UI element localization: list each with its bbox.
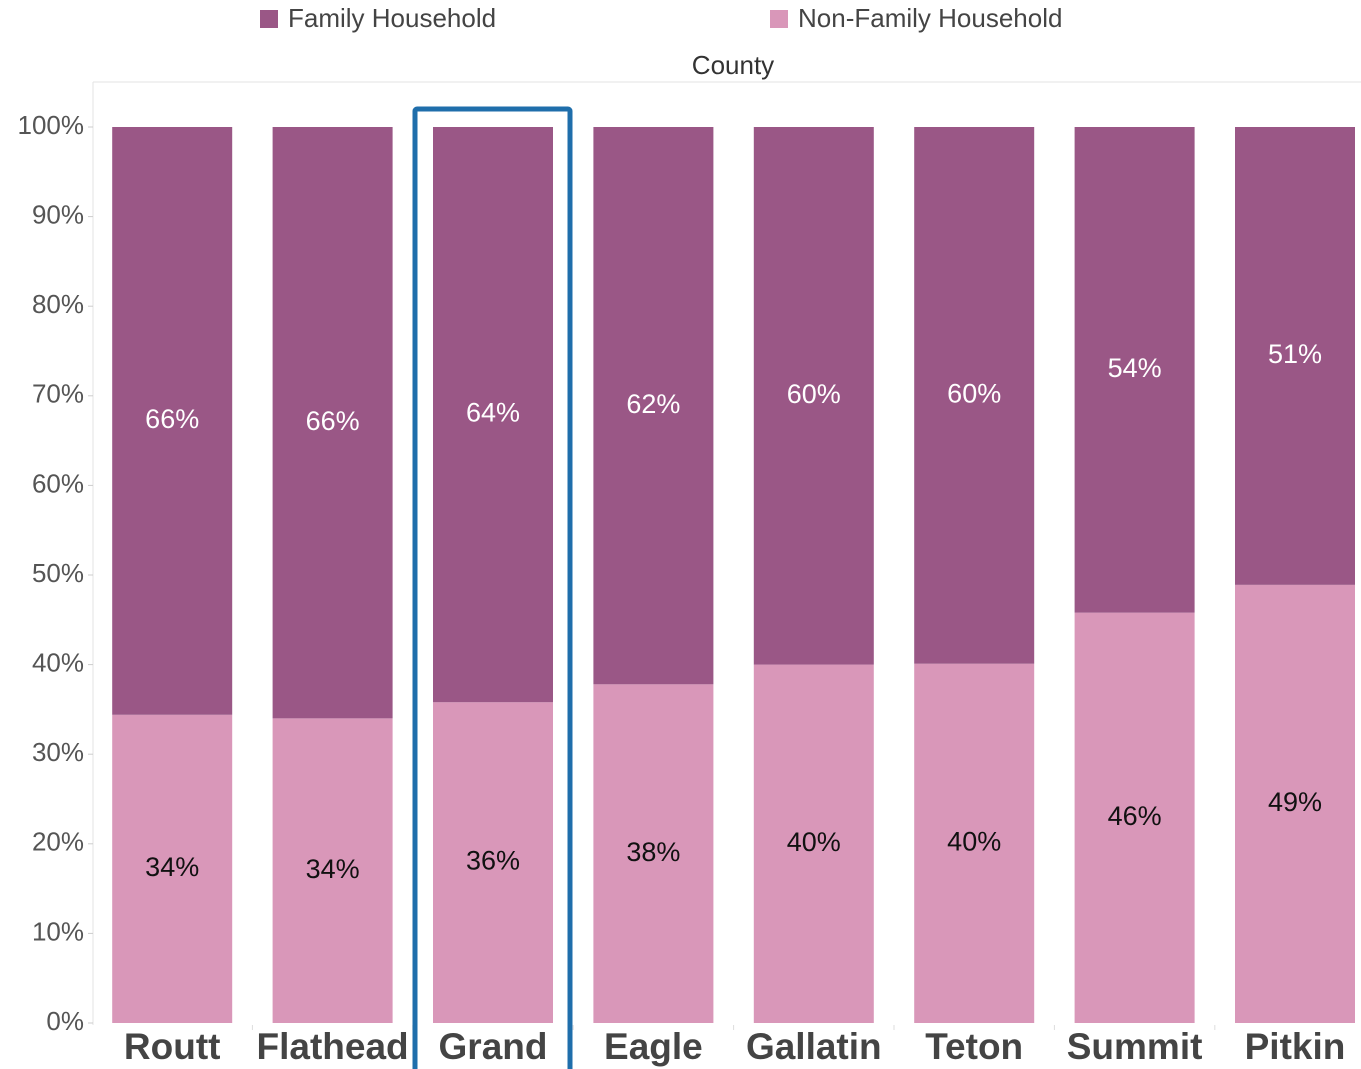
y-tick-label: 30%: [32, 737, 84, 767]
legend-label: Family Household: [288, 3, 496, 33]
bar-segment: [272, 718, 393, 1023]
y-tick-label: 60%: [32, 468, 84, 498]
data-label: 66%: [306, 406, 360, 436]
legend-label: Non-Family Household: [798, 3, 1062, 33]
data-label: 66%: [145, 404, 199, 434]
x-axis-title: County: [692, 50, 774, 80]
data-label: 49%: [1268, 787, 1322, 817]
data-label: 64%: [466, 398, 520, 428]
x-tick-label: Pitkin: [1245, 1026, 1346, 1067]
data-label: 40%: [787, 827, 841, 857]
x-tick-label: Flathead: [257, 1026, 409, 1067]
legend-swatch: [770, 10, 788, 28]
y-tick-label: 40%: [32, 647, 84, 677]
bar-segment: [1235, 584, 1355, 1023]
bar-segment: [914, 127, 1035, 664]
data-label: 38%: [626, 837, 680, 867]
y-tick-label: 10%: [32, 916, 84, 946]
data-label: 54%: [1108, 353, 1162, 383]
y-tick-label: 80%: [32, 289, 84, 319]
data-label: 62%: [626, 389, 680, 419]
y-tick-label: 90%: [32, 199, 84, 229]
bar-segment: [433, 127, 553, 703]
x-tick-label: Routt: [124, 1026, 221, 1067]
y-tick-label: 100%: [18, 110, 85, 140]
bar-segment: [272, 127, 393, 719]
data-label: 46%: [1108, 801, 1162, 831]
bar-segment: [112, 127, 233, 715]
data-label: 60%: [947, 378, 1001, 408]
y-tick-label: 70%: [32, 379, 84, 409]
data-label: 34%: [145, 852, 199, 882]
bar-segment: [112, 714, 233, 1023]
bar-segment: [1074, 127, 1195, 613]
y-tick-label: 20%: [32, 827, 84, 857]
selection-highlight: [412, 106, 573, 1069]
data-label: 40%: [947, 826, 1001, 856]
legend-swatch: [260, 10, 278, 28]
bar-segment: [433, 702, 553, 1023]
x-tick-label: Summit: [1067, 1026, 1203, 1067]
data-label: 36%: [466, 846, 520, 876]
data-label: 51%: [1268, 339, 1322, 369]
bar-segment: [593, 127, 714, 685]
x-tick-label: Eagle: [604, 1026, 703, 1067]
bar-segment: [753, 664, 874, 1023]
data-label: 34%: [306, 854, 360, 884]
y-tick-label: 50%: [32, 558, 84, 588]
bar-segment: [753, 127, 874, 665]
bar-segment: [914, 663, 1035, 1023]
bar-segment: [1235, 127, 1355, 585]
x-tick-label: Teton: [925, 1026, 1023, 1067]
bar-segment: [1074, 612, 1195, 1023]
y-tick-label: 0%: [46, 1006, 84, 1036]
x-tick-label: Gallatin: [746, 1026, 882, 1067]
bar-segment: [593, 684, 714, 1023]
x-tick-label: Grand: [439, 1026, 548, 1067]
data-label: 60%: [787, 379, 841, 409]
